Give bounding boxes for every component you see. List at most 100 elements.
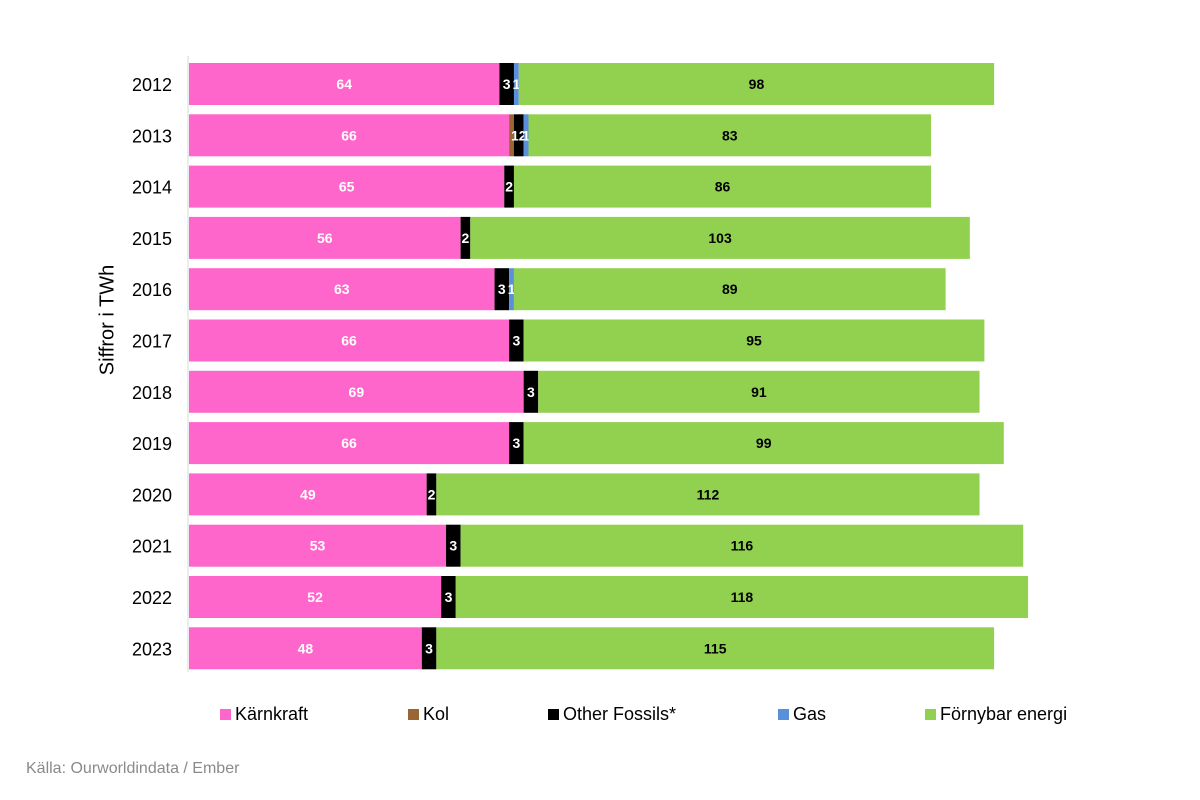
y-tick-label: 2018: [132, 383, 172, 403]
data-label: 89: [722, 281, 738, 297]
data-label: 49: [300, 486, 316, 502]
bar-segment: [538, 370, 980, 413]
y-tick-label: 2013: [132, 126, 172, 146]
legend-item-other-fossils: Other Fossils*: [548, 704, 676, 725]
data-label: 86: [715, 179, 731, 195]
legend-item-gas: Gas: [778, 704, 826, 725]
bar-segment: [436, 473, 980, 516]
y-tick-label: 2022: [132, 588, 172, 608]
y-tick-label: 2023: [132, 639, 172, 659]
legend: Kärnkraft Kol Other Fossils* Gas Förnyba…: [0, 704, 1200, 728]
bar-segment: [509, 268, 514, 311]
bar-segment: [189, 473, 427, 516]
bar-segment: [513, 268, 946, 311]
legend-swatch: [408, 709, 419, 720]
bar-segment: [189, 319, 510, 362]
source-note: Källa: Ourworldindata / Ember: [26, 760, 240, 777]
y-tick-label: 2020: [132, 485, 172, 505]
legend-swatch: [778, 709, 789, 720]
data-label: 3: [498, 281, 506, 297]
bar-segment: [518, 63, 995, 105]
y-tick-label: 2019: [132, 434, 172, 454]
bar-segment: [509, 114, 514, 157]
data-label: 63: [334, 281, 350, 297]
data-label: 56: [317, 230, 333, 246]
data-label: 112: [697, 486, 720, 502]
data-label: 3: [449, 538, 457, 554]
bar-segment: [513, 114, 524, 157]
bar-segment: [460, 216, 471, 259]
data-label: 3: [512, 333, 520, 349]
data-label: 95: [746, 333, 762, 349]
data-label: 115: [704, 640, 727, 656]
data-label: 3: [445, 589, 453, 605]
y-axis-title: Siffror i TWh: [96, 264, 119, 376]
bar-segment: [426, 473, 437, 516]
data-label: 66: [341, 127, 357, 143]
legend-item-fornybar-energi: Förnybar energi: [925, 704, 1067, 725]
bar-segment: [523, 114, 529, 157]
legend-label: Kol: [423, 704, 450, 724]
legend-swatch: [548, 709, 559, 720]
data-label: 65: [339, 179, 355, 195]
bar-segment: [189, 165, 505, 208]
data-label: 69: [349, 384, 365, 400]
data-label: 91: [751, 384, 767, 400]
data-label: 3: [503, 76, 511, 92]
bar-segment: [189, 216, 461, 259]
data-label: 1: [512, 76, 520, 92]
bar-segment: [421, 627, 437, 670]
bar-segment: [523, 422, 1004, 465]
y-tick-label: 2017: [132, 332, 172, 352]
legend-swatch: [220, 709, 231, 720]
bar-segment: [455, 576, 1029, 618]
legend-label: Other Fossils*: [563, 704, 677, 724]
data-label: 48: [298, 640, 314, 656]
bar-segment: [446, 524, 461, 567]
bar-segment: [523, 370, 539, 413]
data-label: 103: [708, 230, 732, 246]
data-label: 64: [336, 76, 352, 92]
bar-segment: [494, 268, 510, 311]
legend-label: Kärnkraft: [235, 704, 309, 724]
bar-segment: [470, 216, 970, 259]
y-tick-label: 2015: [132, 229, 172, 249]
bar-segment: [499, 63, 514, 105]
y-tick-label: 2021: [132, 537, 172, 557]
bar-segment: [189, 627, 422, 670]
bar-segment: [189, 268, 495, 311]
bar-segment: [189, 576, 442, 618]
bar-segment: [528, 114, 932, 157]
data-label: 66: [341, 333, 357, 349]
data-label: 118: [731, 589, 754, 605]
bar-segment: [509, 319, 524, 362]
data-label: 3: [425, 640, 433, 656]
data-label: 1: [508, 281, 516, 297]
data-label: 2: [428, 486, 436, 502]
bar-segment: [513, 63, 519, 105]
data-label: 3: [527, 384, 535, 400]
data-label: 12: [511, 127, 527, 143]
bar-segment: [189, 524, 447, 567]
bar-segment: [513, 165, 932, 208]
bar-segment: [460, 524, 1024, 567]
data-label: 99: [756, 435, 772, 451]
data-label: 83: [722, 127, 738, 143]
legend-label: Förnybar energi: [940, 704, 1068, 724]
bar-segment: [504, 165, 514, 208]
bar-segment: [441, 576, 456, 618]
y-tick-label: 2012: [132, 75, 172, 95]
data-label: 2: [462, 230, 470, 246]
data-label: 2: [505, 179, 513, 195]
data-label: 98: [749, 76, 765, 92]
legend-item-kol: Kol: [408, 704, 449, 725]
data-label: 116: [731, 538, 754, 554]
legend-item-karnkraft: Kärnkraft: [220, 704, 308, 725]
data-label: 3: [512, 435, 520, 451]
bar-segment: [189, 422, 510, 465]
bar-segment: [523, 319, 985, 362]
data-label: 1: [522, 127, 530, 143]
y-tick-label: 2016: [132, 280, 172, 300]
